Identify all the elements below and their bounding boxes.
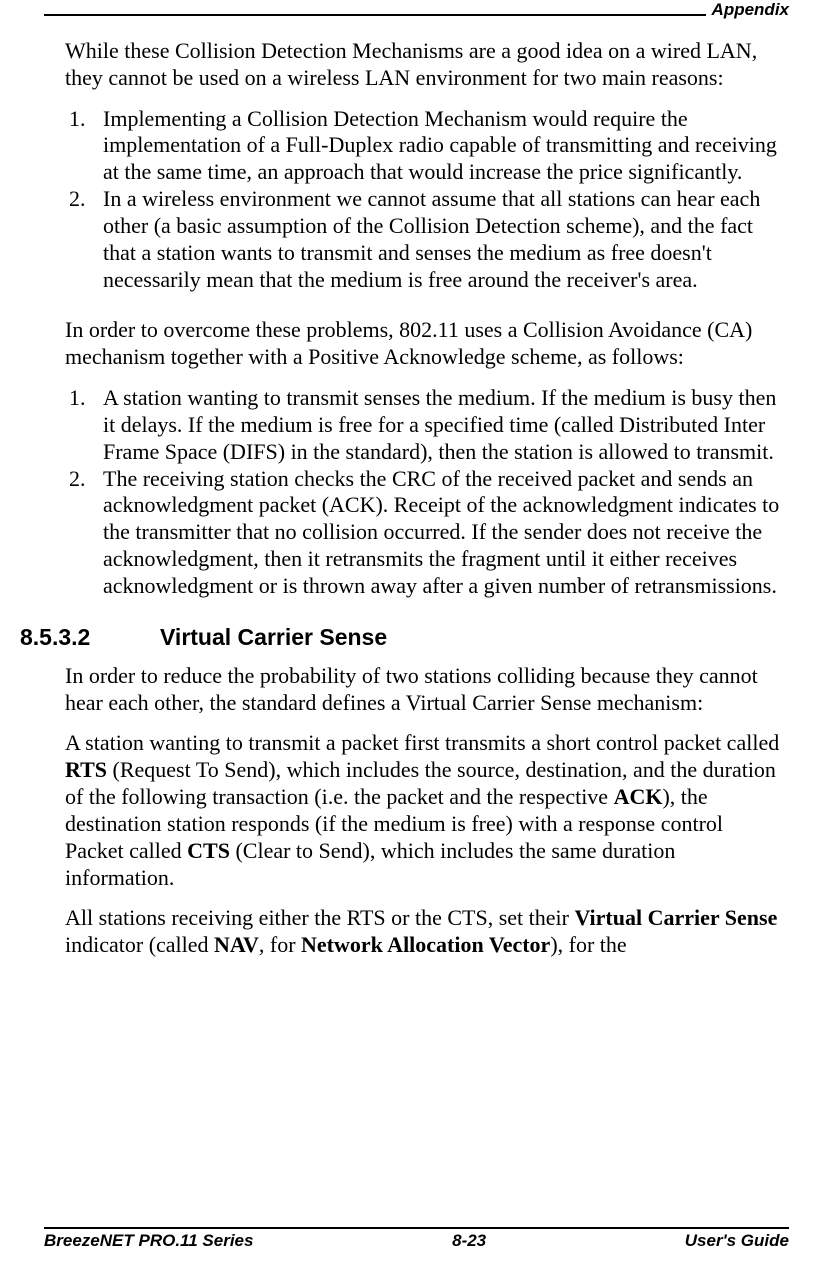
bold-term-nav-full: Network Allocation Vector bbox=[301, 932, 550, 957]
section-number: 8.5.3.2 bbox=[20, 624, 160, 651]
section-title: Virtual Carrier Sense bbox=[160, 624, 387, 650]
bold-term-nav: NAV bbox=[214, 932, 259, 957]
text-segment: indicator (called bbox=[65, 932, 214, 957]
text-segment: All stations receiving either the RTS or… bbox=[65, 905, 574, 930]
list-text: In a wireless environment we cannot assu… bbox=[103, 186, 760, 291]
nav-paragraph: All stations receiving either the RTS or… bbox=[65, 905, 785, 959]
list-item: 2. The receiving station checks the CRC … bbox=[65, 466, 785, 600]
bold-term-ack: ACK bbox=[614, 784, 663, 809]
list-text: A station wanting to transmit senses the… bbox=[103, 385, 776, 464]
list-text: The receiving station checks the CRC of … bbox=[103, 466, 779, 598]
section-heading: 8.5.3.2Virtual Carrier Sense bbox=[20, 624, 785, 651]
text-segment: , for bbox=[259, 932, 301, 957]
header-right: Appendix bbox=[706, 0, 789, 20]
text-segment: ), for the bbox=[550, 932, 626, 957]
page: Appendix While these Collision Detection… bbox=[0, 0, 833, 1269]
procedure-list: 1. A station wanting to transmit senses … bbox=[65, 385, 785, 600]
bold-term-cts: CTS bbox=[187, 838, 230, 863]
list-item: 1. A station wanting to transmit senses … bbox=[65, 385, 785, 465]
list-marker: 1. bbox=[69, 106, 86, 133]
list-marker: 2. bbox=[69, 466, 86, 493]
list-text: Implementing a Collision Detection Mecha… bbox=[103, 106, 777, 185]
intro-paragraph-1: While these Collision Detection Mechanis… bbox=[65, 38, 785, 92]
content-area: While these Collision Detection Mechanis… bbox=[65, 38, 785, 959]
list-item: 1. Implementing a Collision Detection Me… bbox=[65, 106, 785, 186]
footer-center: 8-23 bbox=[452, 1231, 486, 1251]
footer-left: BreezeNET PRO.11 Series bbox=[44, 1231, 253, 1251]
list-marker: 2. bbox=[69, 186, 86, 213]
footer: BreezeNET PRO.11 Series 8-23 User's Guid… bbox=[44, 1227, 789, 1251]
bold-term-rts: RTS bbox=[65, 757, 107, 782]
intro-paragraph-2: In order to overcome these problems, 802… bbox=[65, 317, 785, 371]
vcs-intro-paragraph: In order to reduce the probability of tw… bbox=[65, 663, 785, 717]
reasons-list: 1. Implementing a Collision Detection Me… bbox=[65, 106, 785, 294]
list-marker: 1. bbox=[69, 385, 86, 412]
text-segment: A station wanting to transmit a packet f… bbox=[65, 730, 779, 755]
rts-cts-paragraph: A station wanting to transmit a packet f… bbox=[65, 730, 785, 891]
list-item: 2. In a wireless environment we cannot a… bbox=[65, 186, 785, 293]
bold-term-vcs: Virtual Carrier Sense bbox=[574, 905, 777, 930]
footer-right: User's Guide bbox=[685, 1231, 789, 1251]
header-rule bbox=[44, 14, 789, 16]
